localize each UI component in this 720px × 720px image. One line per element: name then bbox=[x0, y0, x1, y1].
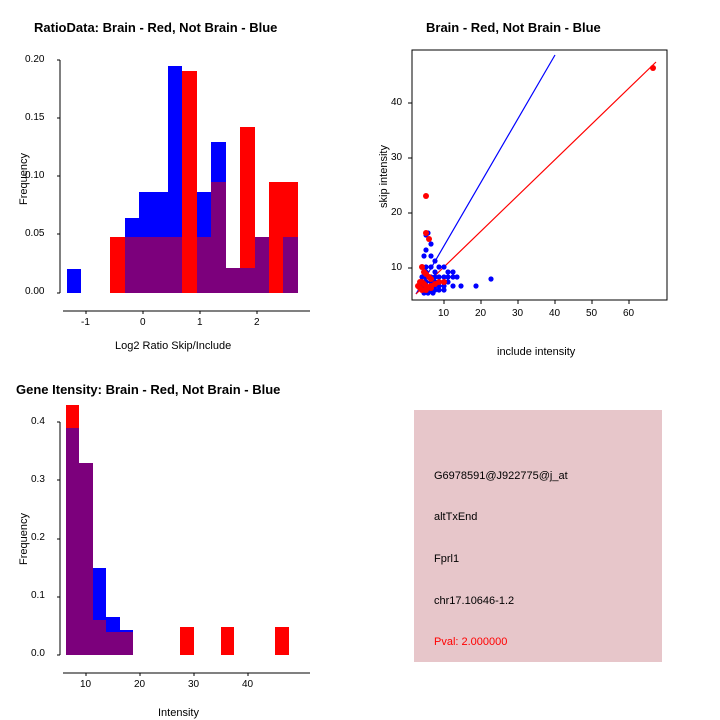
locus-label: chr17.10646-1.2 bbox=[434, 595, 515, 607]
scatter-xtick-1: 20 bbox=[475, 308, 487, 319]
pval-label: Pval: 2.000000 bbox=[434, 636, 508, 648]
probeset-id-label: G6978591@J922775@j_at bbox=[434, 470, 568, 482]
scatter-xtick-4: 50 bbox=[586, 308, 598, 319]
gene-xtick-2: 30 bbox=[188, 679, 200, 690]
gene-ytick-2: 0.2 bbox=[31, 532, 45, 543]
gene-xtick-0: 10 bbox=[80, 679, 92, 690]
ratio-ytick-2: 0.10 bbox=[25, 170, 45, 181]
scatter-xtick-3: 40 bbox=[549, 308, 561, 319]
ratio-histogram-plot bbox=[57, 59, 310, 314]
scatter-plot bbox=[408, 49, 668, 304]
ratio-xtick-2: 1 bbox=[197, 317, 203, 328]
ratio-ytick-4: 0.20 bbox=[25, 54, 45, 65]
gene-symbol-label: Fprl1 bbox=[434, 553, 460, 565]
gene-xtick-3: 40 bbox=[242, 679, 254, 690]
ratio-histogram-panel: RatioData: Brain - Red, Not Brain - Blue… bbox=[0, 0, 360, 360]
gene-ytick-1: 0.1 bbox=[31, 590, 45, 601]
ratio-ytick-0: 0.00 bbox=[25, 286, 45, 297]
scatter-ytick-1: 20 bbox=[391, 207, 403, 218]
scatter-xtick-2: 30 bbox=[512, 308, 524, 319]
gene-histogram-ylabel: Frequency bbox=[18, 513, 30, 565]
ratio-ytick-3: 0.15 bbox=[25, 112, 45, 123]
gene-histogram-xlabel: Intensity bbox=[158, 707, 199, 719]
scatter-xtick-5: 60 bbox=[623, 308, 635, 319]
scatter-ylabel: skip intensity bbox=[378, 145, 390, 208]
scatter-xlabel: include intensity bbox=[497, 346, 576, 358]
ratio-xtick-3: 2 bbox=[254, 317, 260, 328]
scatter-ytick-3: 40 bbox=[391, 97, 403, 108]
gene-xtick-1: 20 bbox=[134, 679, 146, 690]
event-type-label: altTxEnd bbox=[434, 511, 478, 523]
ratio-histogram-title: RatioData: Brain - Red, Not Brain - Blue bbox=[34, 20, 278, 35]
gene-info-box: G6978591@J922775@j_at altTxEnd Fprl1 chr… bbox=[414, 410, 662, 662]
scatter-panel: Brain - Red, Not Brain - Blue skip inten… bbox=[360, 0, 720, 360]
ratio-xtick-0: -1 bbox=[81, 317, 90, 328]
ratio-xtick-1: 0 bbox=[140, 317, 146, 328]
gene-ytick-3: 0.3 bbox=[31, 474, 45, 485]
scatter-ytick-2: 30 bbox=[391, 152, 403, 163]
gene-histogram-panel: Gene Itensity: Brain - Red, Not Brain - … bbox=[0, 360, 360, 720]
ratio-ytick-1: 0.05 bbox=[25, 228, 45, 239]
ratio-histogram-xlabel: Log2 Ratio Skip/Include bbox=[115, 340, 232, 352]
scatter-ytick-0: 10 bbox=[391, 262, 403, 273]
gene-histogram-title: Gene Itensity: Brain - Red, Not Brain - … bbox=[16, 382, 281, 397]
scatter-title: Brain - Red, Not Brain - Blue bbox=[426, 20, 601, 35]
scatter-xtick-0: 10 bbox=[438, 308, 450, 319]
gene-histogram-plot bbox=[57, 405, 310, 676]
gene-ytick-4: 0.4 bbox=[31, 416, 45, 427]
gene-ytick-0: 0.0 bbox=[31, 648, 45, 659]
